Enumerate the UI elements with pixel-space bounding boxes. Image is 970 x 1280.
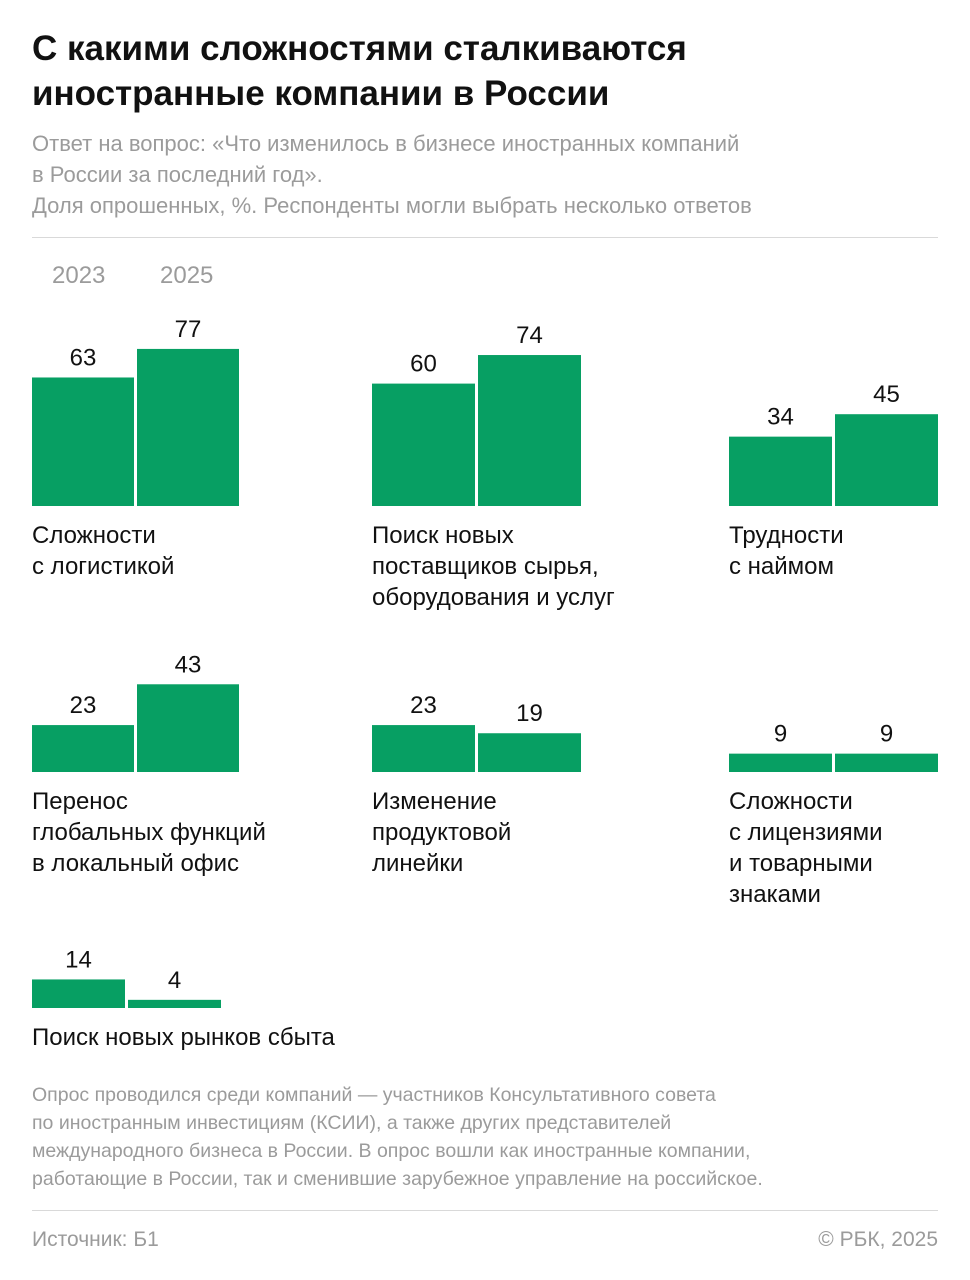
bar-2025-cat-6 [835, 753, 938, 772]
subtitle-line: Ответ на вопрос: «Что изменилось в бизне… [32, 131, 740, 156]
bar-2023-cat-6 [729, 753, 832, 772]
category-label-line: поставщиков сырья, [372, 553, 599, 580]
value-label: 45 [873, 381, 900, 408]
note-line: Опрос проводился среди компаний — участн… [32, 1084, 716, 1106]
value-label: 34 [767, 404, 794, 431]
note-line: работающие в России, так и сменившие зар… [32, 1168, 763, 1190]
category-label: Перенос глобальных функций в локальный офи… [32, 786, 266, 879]
category-label-line: в локальный офис [32, 850, 239, 877]
bar-2023-cat-5 [372, 725, 475, 772]
category-label-line: с лицензиями [729, 819, 883, 846]
category-label-line: Поиск новых [372, 522, 514, 549]
bar-2023-cat-7 [32, 979, 125, 1008]
note-line: международного бизнеса в России. В опрос… [32, 1140, 751, 1162]
bar-2025-cat-3 [835, 414, 938, 506]
bar-2023-cat-2 [372, 383, 475, 506]
copyright-text: © РБК, 2025 [818, 1228, 938, 1251]
category-label-line: Сложности [32, 522, 156, 549]
category-label: Поиск новых рынков сбыта [32, 1022, 335, 1053]
chart-subtitle: Ответ на вопрос: «Что изменилось в бизне… [32, 128, 932, 221]
bar-2025-cat-1 [137, 348, 239, 506]
value-label: 60 [410, 351, 437, 378]
category-label: Изменение продуктовой линейки [372, 786, 511, 879]
category-label-line: глобальных функций [32, 819, 266, 846]
category-label: Поиск новых поставщиков сырья, оборудовани… [372, 520, 615, 613]
category-label-line: Перенос [32, 788, 128, 815]
category-label-line: Трудности [729, 522, 844, 549]
category-label-line: линейки [372, 850, 464, 877]
value-label: 63 [70, 344, 97, 371]
divider-top [32, 237, 938, 238]
category-label-line: знаками [729, 881, 821, 908]
value-label: 77 [175, 316, 202, 343]
bar-2025-cat-4 [137, 684, 239, 772]
category-label: Сложности с логистикой [32, 520, 174, 582]
chart-title: С какими сложностями сталкиваются иностр… [32, 26, 932, 116]
category-label: Сложности с лицензиями и товарными знаками [729, 786, 882, 910]
subtitle-line: в России за последний год». [32, 162, 323, 187]
bar-2023-cat-1 [32, 377, 134, 506]
bar-2025-cat-5 [478, 733, 581, 772]
category-label-line: Поиск новых рынков сбыта [32, 1024, 335, 1051]
bar-2025-cat-2 [478, 355, 581, 506]
note-line: по иностранным инвестициям (КСИИ), а так… [32, 1112, 672, 1134]
bar-2023-cat-4 [32, 725, 134, 772]
value-label: 43 [175, 651, 202, 678]
source-text: Источник: Б1 [32, 1228, 159, 1251]
value-label: 4 [168, 967, 181, 994]
category-label-line: оборудования и услуг [372, 584, 615, 611]
category-label-line: с наймом [729, 553, 835, 580]
category-label-line: Сложности [729, 788, 853, 815]
title-line: иностранные компании в России [32, 74, 610, 113]
legend-2023: 2023 [52, 262, 106, 289]
divider-bottom [32, 1210, 938, 1211]
value-label: 23 [70, 692, 97, 719]
legend-2025: 2025 [160, 262, 214, 289]
value-label: 23 [410, 692, 437, 719]
category-label-line: Изменение [372, 788, 497, 815]
value-label: 14 [65, 946, 92, 973]
value-label: 9 [774, 721, 787, 748]
category-label: Трудности с наймом [729, 520, 844, 582]
value-label: 19 [516, 700, 543, 727]
value-label: 9 [880, 721, 893, 748]
category-label-line: продуктовой [372, 819, 512, 846]
category-label-line: с логистикой [32, 553, 175, 580]
subtitle-line: Доля опрошенных, %. Респонденты могли вы… [32, 193, 752, 218]
value-label: 74 [516, 322, 543, 349]
bar-2025-cat-7 [128, 999, 221, 1008]
bar-2023-cat-3 [729, 436, 832, 506]
category-label-line: и товарными [729, 850, 873, 877]
methodology-note: Опрос проводился среди компаний — участн… [32, 1081, 938, 1193]
title-line: С какими сложностями сталкиваются [32, 29, 687, 68]
